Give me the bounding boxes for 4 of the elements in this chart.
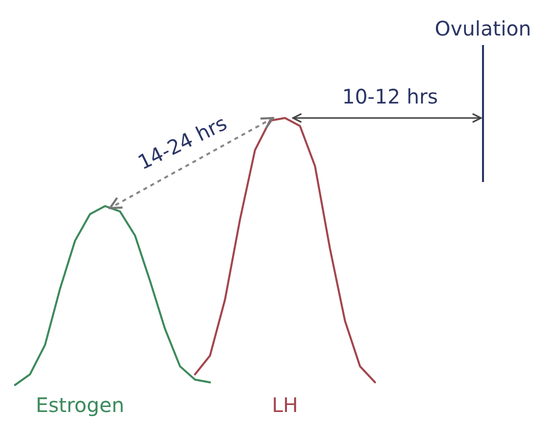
text: LH bbox=[272, 393, 298, 417]
text: Ovulation bbox=[434, 16, 532, 40]
series-label: Estrogen bbox=[36, 393, 124, 417]
text: 10-12 hrs bbox=[342, 84, 438, 108]
